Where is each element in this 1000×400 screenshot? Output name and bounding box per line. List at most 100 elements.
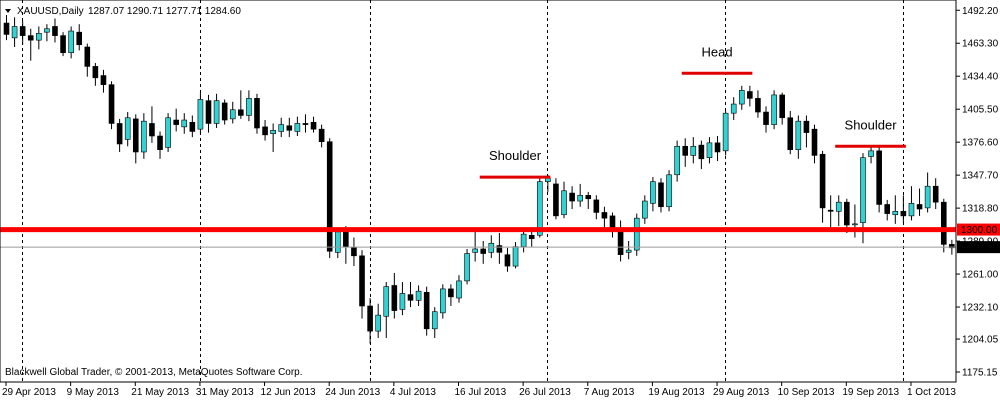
support-price-label: 1300.00 — [961, 225, 998, 236]
bearish-candle — [763, 111, 769, 125]
bearish-candle — [359, 255, 365, 307]
bearish-candle — [238, 109, 244, 116]
bullish-candle — [730, 103, 737, 114]
bearish-candle — [900, 211, 907, 217]
price-axis: 1492.20 1463.30 1434.40 1405.50 1376.60 1347.… — [956, 6, 1000, 379]
bearish-candle — [391, 285, 398, 311]
bearish-candle — [844, 201, 850, 226]
date-tick-label: 16 Jul 2013 — [454, 387, 506, 398]
bullish-candle — [334, 231, 341, 253]
date-tick-label: 19 Sep 2013 — [842, 387, 899, 398]
bearish-candle — [302, 123, 309, 125]
bearish-candle — [528, 234, 535, 239]
bullish-candle — [383, 286, 390, 317]
bearish-candle — [326, 141, 333, 252]
bullish-candle — [512, 246, 519, 267]
bearish-candle — [585, 195, 592, 200]
bearish-candle — [779, 94, 785, 119]
price-tick-label: 1492.20 — [962, 6, 999, 17]
pattern-label: Head — [702, 44, 733, 59]
price-tick-label: 1204.05 — [962, 335, 999, 346]
bearish-candle — [84, 46, 91, 67]
bullish-candle — [625, 249, 632, 253]
bearish-candle — [496, 245, 503, 253]
bullish-candle — [795, 120, 802, 150]
bearish-candle — [593, 199, 600, 213]
bearish-candle — [932, 185, 939, 203]
bearish-candle — [827, 209, 834, 212]
bearish-candle — [747, 91, 753, 99]
bullish-candle — [690, 145, 697, 156]
bearish-candle — [448, 288, 454, 298]
bearish-candle — [52, 26, 58, 36]
bearish-candle — [19, 26, 26, 36]
copyright-text: Blackwell Global Trader, © 2001-2013, Me… — [5, 367, 303, 378]
bearish-candle — [569, 192, 575, 202]
bullish-candle — [68, 30, 74, 54]
bullish-candle — [456, 280, 462, 299]
bullish-candle — [431, 311, 438, 330]
bearish-candle — [787, 117, 794, 150]
bearish-candle — [714, 142, 721, 153]
bearish-candle — [811, 128, 818, 156]
bearish-candle — [173, 119, 179, 125]
bearish-candle — [108, 84, 115, 124]
bearish-candle — [916, 204, 923, 210]
bearish-candle — [601, 212, 608, 219]
time-axis: 29 Apr 2013 9 May 2013 21 May 2013 31 May 2… — [2, 382, 956, 398]
price-tick-label: 1347.70 — [962, 171, 999, 182]
price-tick-label: 1405.50 — [962, 105, 999, 116]
bearish-candle — [504, 254, 511, 267]
bullish-candle — [706, 142, 713, 158]
bearish-candle — [157, 135, 163, 150]
bearish-candle — [100, 75, 107, 85]
bullish-candle — [213, 100, 220, 124]
price-lines — [0, 227, 956, 248]
bearish-candle — [876, 150, 882, 205]
date-tick-label: 19 Aug 2013 — [648, 387, 705, 398]
bearish-candle — [367, 305, 373, 332]
bearish-candle — [949, 244, 955, 249]
bullish-candle — [577, 195, 583, 202]
bullish-candle — [464, 253, 470, 282]
bullish-candle — [835, 201, 842, 212]
bearish-candle — [262, 126, 268, 136]
support-price-tag — [957, 223, 1000, 236]
bearish-candle — [698, 144, 705, 160]
price-tick-label: 1261.00 — [962, 270, 999, 281]
bullish-candle — [165, 117, 171, 148]
bearish-candle — [149, 123, 155, 137]
bearish-candle — [480, 248, 487, 254]
bullish-candle — [666, 174, 672, 208]
pattern-label: Shoulder — [845, 117, 898, 132]
current-price-tag — [957, 241, 1000, 254]
dropdown-triangle-icon[interactable] — [5, 9, 11, 13]
bearish-candle — [3, 22, 10, 35]
date-tick-label: 12 Jun 2013 — [261, 387, 316, 398]
bullish-candle — [472, 248, 478, 253]
bearish-candle — [286, 125, 293, 131]
date-tick-label: 1 Oct 2013 — [907, 387, 956, 398]
bullish-candle — [520, 233, 527, 247]
plot-frame — [0, 0, 957, 383]
bullish-candle — [124, 117, 131, 140]
bullish-candle — [488, 242, 495, 253]
bullish-candle — [375, 314, 381, 332]
bearish-candle — [189, 122, 196, 132]
price-tick-label: 1376.60 — [962, 138, 999, 149]
current-price-label: 1284.60 — [961, 243, 998, 254]
bearish-candle — [27, 35, 34, 41]
bearish-candle — [803, 120, 810, 133]
bullish-candle — [44, 28, 50, 33]
date-tick-label: 21 May 2013 — [131, 387, 189, 398]
price-tick-label: 1318.80 — [962, 204, 999, 215]
candles — [3, 15, 955, 344]
bullish-candle — [181, 119, 188, 128]
price-tick-label: 1463.30 — [962, 39, 999, 50]
date-tick-label: 29 Aug 2013 — [713, 387, 770, 398]
bullish-candle — [36, 33, 42, 41]
bearish-candle — [351, 247, 357, 257]
bullish-candle — [536, 181, 543, 236]
bearish-candle — [60, 35, 66, 54]
